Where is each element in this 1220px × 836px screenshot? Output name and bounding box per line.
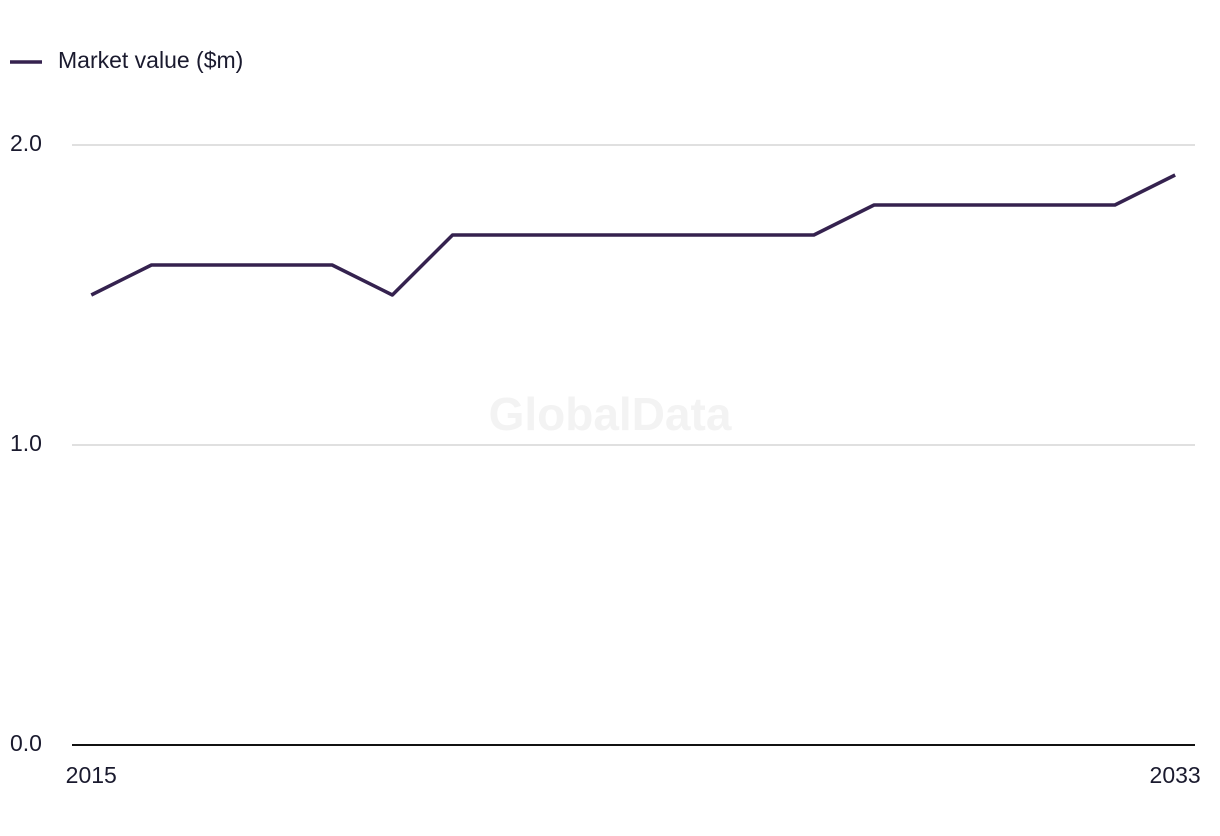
x-tick-label: 2033 [1150, 762, 1201, 788]
x-tick-label: 2015 [66, 762, 117, 788]
y-tick-label: 2.0 [10, 130, 42, 156]
y-tick-label: 0.0 [10, 730, 42, 756]
watermark: GlobalData [489, 388, 732, 440]
y-tick-label: 1.0 [10, 430, 42, 456]
legend-label: Market value ($m) [58, 47, 243, 73]
series-line [90, 173, 1176, 297]
